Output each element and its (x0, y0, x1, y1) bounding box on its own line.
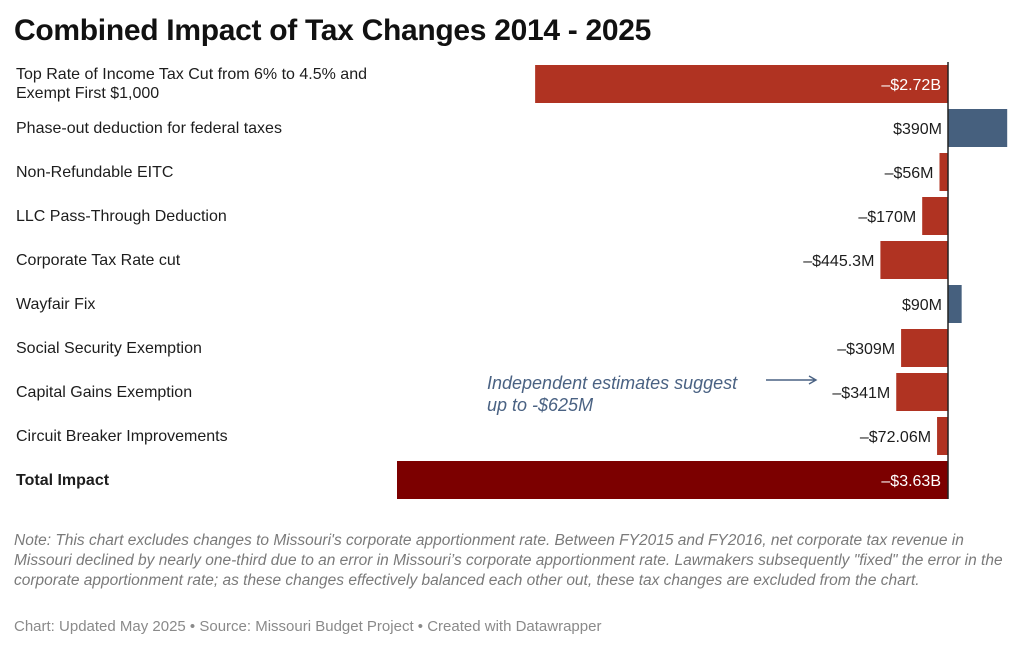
annotation-arrow (766, 375, 818, 385)
bar (937, 417, 948, 455)
bar (922, 197, 948, 235)
chart-title: Combined Impact of Tax Changes 2014 - 20… (14, 14, 652, 47)
value-label: –$309M (837, 341, 895, 358)
row-label: Corporate Tax Rate cut (16, 251, 181, 269)
bar (939, 153, 948, 191)
bar (948, 285, 962, 323)
value-label: –$2.72B (881, 77, 941, 94)
bar (948, 109, 1008, 147)
bar (397, 461, 948, 499)
row-label: Social Security Exemption (16, 339, 202, 357)
value-label: –$72.06M (860, 429, 931, 446)
value-label: –$170M (858, 209, 916, 226)
bar (896, 373, 948, 411)
row-label: LLC Pass-Through Deduction (16, 207, 227, 225)
value-label: –$445.3M (803, 253, 874, 270)
value-label: –$56M (885, 165, 934, 182)
annotation-line-2: up to -$625M (487, 395, 594, 415)
annotation: Independent estimates suggest up to -$62… (487, 372, 737, 416)
row-label: Top Rate of Income Tax Cut from 6% to 4.… (16, 66, 367, 102)
bar (535, 65, 948, 103)
value-label: $90M (902, 297, 942, 314)
row-label: Wayfair Fix (16, 295, 96, 313)
row-label: Total Impact (16, 471, 110, 489)
source-credit: Chart: Updated May 2025 • Source: Missou… (14, 618, 602, 635)
value-label: –$341M (832, 385, 890, 402)
footnote: Note: This chart excludes changes to Mis… (14, 532, 1003, 589)
bar (880, 241, 948, 279)
bar-chart: –$2.72B $390M –$56M –$170M –$445.3M $90M –$309… (397, 62, 1008, 499)
value-label: $390M (893, 121, 942, 138)
value-label: –$3.63B (881, 473, 941, 490)
row-label: Non-Refundable EITC (16, 163, 174, 181)
bar (901, 329, 948, 367)
row-label: Capital Gains Exemption (16, 383, 193, 401)
row-label: Phase-out deduction for federal taxes (16, 119, 282, 137)
row-label: Circuit Breaker Improvements (16, 427, 228, 445)
annotation-line-1: Independent estimates suggest (487, 373, 738, 393)
